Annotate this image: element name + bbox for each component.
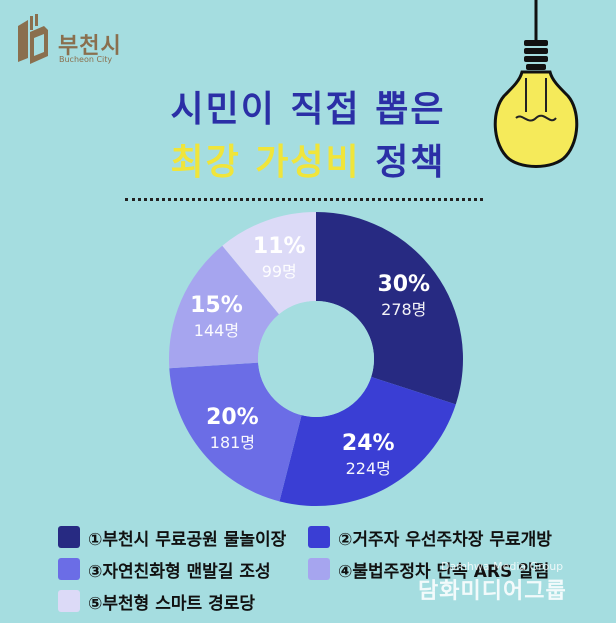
slice-percent-label: 24% [342, 431, 395, 456]
bucheon-logo-icon [18, 14, 48, 64]
legend-swatch [308, 558, 330, 580]
legend-swatch [58, 526, 80, 548]
legend-label: ⑤부천형 스마트 경로당 [88, 593, 255, 614]
legend-swatch [58, 590, 80, 612]
legend-label: ①부천시 무료공원 물놀이장 [88, 529, 287, 550]
slice-count-label: 99명 [262, 262, 297, 281]
slice-percent-label: 20% [206, 405, 259, 430]
legend-swatch [308, 526, 330, 548]
slice-percent-label: 15% [190, 293, 243, 318]
slice-count-label: 224명 [346, 459, 391, 478]
slice-count-label: 181명 [210, 433, 255, 452]
slice-percent-label: 11% [253, 234, 306, 259]
title-line2: 최강 가성비 정책 [0, 133, 616, 185]
watermark-english: Damhwa Media Group [441, 560, 564, 573]
legend-item-5: ⑤부천형 스마트 경로당 [58, 588, 255, 614]
title-highlight: 최강 가성비 [170, 142, 361, 183]
legend-swatch [58, 558, 80, 580]
legend-label: ③자연친화형 맨발길 조성 [88, 561, 271, 582]
logo-name: 부천시 [58, 34, 122, 59]
title-line1: 시민이 직접 뽑은 [170, 89, 446, 130]
donut-slice-2 [279, 376, 456, 506]
legend-item-4: ④불법주정차 단속 ARS 알림 [308, 556, 549, 582]
light-bulb-icon [493, 0, 579, 168]
bucheon-logo: 부천시 Bucheon City [14, 14, 124, 66]
title-rest: 정책 [375, 142, 446, 183]
donut-hole [258, 301, 374, 417]
dotted-divider [125, 198, 483, 201]
legend-item-3: ③자연친화형 맨발길 조성 [58, 556, 271, 582]
slice-count-label: 144명 [194, 321, 239, 340]
donut-slice-3 [169, 362, 302, 502]
slice-percent-label: 30% [377, 272, 430, 297]
donut-slice-4 [169, 245, 280, 369]
legend-label: ④불법주정차 단속 ARS 알림 [338, 561, 550, 582]
legend-item-2: ②거주자 우선주차장 무료개방 [308, 524, 552, 550]
logo-subtitle: Bucheon City [59, 55, 113, 64]
donut-slice-1 [316, 212, 463, 405]
donut-slice-5 [222, 212, 316, 315]
legend-item-1: ①부천시 무료공원 물놀이장 [58, 524, 286, 550]
watermark: 담화미디어그룹 [418, 579, 567, 604]
slice-count-label: 278명 [381, 300, 426, 319]
legend-label: ②거주자 우선주차장 무료개방 [338, 529, 552, 550]
